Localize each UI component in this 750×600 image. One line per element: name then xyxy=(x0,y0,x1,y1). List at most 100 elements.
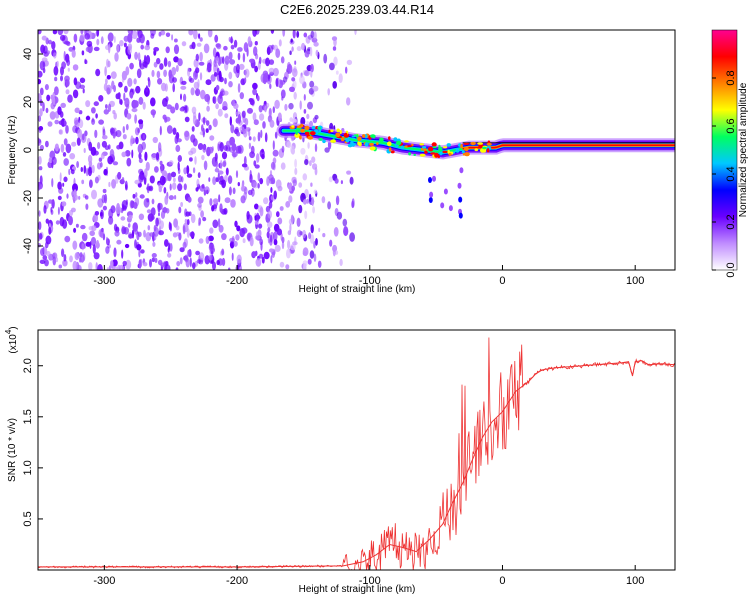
noise-speckle xyxy=(138,152,142,160)
noise-speckle xyxy=(38,30,42,35)
noise-speckle xyxy=(314,114,319,120)
signal-blob xyxy=(339,130,342,134)
noise-speckle xyxy=(293,91,297,100)
noise-speckle xyxy=(162,97,168,107)
noise-speckle xyxy=(137,52,141,62)
signal-blob xyxy=(307,135,314,140)
noise-speckle xyxy=(153,61,158,68)
noise-speckle xyxy=(98,95,104,102)
noise-speckle xyxy=(165,46,170,54)
signal-blob xyxy=(462,153,466,156)
colorbar-tick-label: 0.0 xyxy=(725,262,737,277)
noise-speckle xyxy=(72,260,78,270)
noise-speckle xyxy=(216,259,220,266)
noise-speckle xyxy=(212,198,219,204)
colorbar-tick-label: 0.4 xyxy=(725,166,737,181)
noise-speckle xyxy=(79,34,86,42)
noise-speckle xyxy=(195,67,200,74)
noise-speckle xyxy=(39,87,44,96)
signal-blob xyxy=(434,152,439,158)
noise-speckle xyxy=(236,131,241,137)
signal-blob xyxy=(413,153,417,156)
noise-speckle xyxy=(299,75,305,85)
noise-speckle xyxy=(107,103,112,113)
noise-speckle xyxy=(122,134,127,140)
noise-speckle xyxy=(93,252,100,260)
noise-speckle xyxy=(178,232,182,241)
noise-speckle xyxy=(55,220,60,225)
noise-speckle xyxy=(150,33,155,39)
noise-speckle xyxy=(296,229,302,238)
noise-speckle xyxy=(85,115,91,121)
noise-speckle xyxy=(235,170,239,179)
noise-speckle xyxy=(209,198,213,206)
noise-speckle xyxy=(195,187,199,192)
noise-speckle xyxy=(63,253,67,262)
noise-speckle xyxy=(106,267,110,270)
noise-speckle xyxy=(102,135,108,140)
noise-speckle xyxy=(298,204,303,214)
noise-speckle xyxy=(50,94,54,100)
noise-speckle xyxy=(237,83,241,93)
noise-speckle xyxy=(171,66,177,76)
noise-speckle xyxy=(308,193,312,203)
noise-speckle xyxy=(324,147,330,153)
noise-speckle xyxy=(292,118,297,124)
noise-speckle xyxy=(254,164,260,169)
noise-speckle xyxy=(38,210,41,217)
noise-speckle xyxy=(88,262,93,270)
noise-speckle xyxy=(310,182,313,187)
noise-speckle xyxy=(121,177,125,182)
noise-speckle xyxy=(68,209,74,217)
noise-speckle xyxy=(166,125,173,134)
noise-speckle xyxy=(313,31,317,41)
noise-speckle xyxy=(219,203,223,213)
noise-speckle xyxy=(138,173,144,183)
noise-speckle xyxy=(244,118,249,126)
noise-speckle xyxy=(260,129,263,139)
noise-speckle xyxy=(66,193,69,199)
noise-speckle xyxy=(106,75,111,80)
noise-speckle xyxy=(44,84,49,91)
noise-speckle xyxy=(223,90,229,96)
noise-speckle xyxy=(57,106,62,115)
bottom-y-tick-label: 0.5 xyxy=(22,511,34,526)
noise-speckle xyxy=(98,119,104,125)
noise-speckle xyxy=(339,258,343,267)
noise-speckle xyxy=(183,183,187,191)
noise-speckle xyxy=(94,129,98,139)
noise-speckle xyxy=(193,30,198,40)
noise-speckle xyxy=(91,164,95,174)
bottom-y-axis: 0.5 1.0 1.5 2.0 xyxy=(22,358,43,527)
noise-speckle xyxy=(354,30,357,35)
noise-speckle xyxy=(121,249,124,259)
signal-blob xyxy=(396,140,402,146)
noise-speckle xyxy=(221,56,225,64)
noise-speckle xyxy=(302,247,309,257)
noise-speckle xyxy=(62,152,67,157)
noise-speckle xyxy=(168,242,171,251)
noise-speckle xyxy=(89,230,95,237)
noise-speckle xyxy=(312,206,315,214)
noise-speckle xyxy=(51,178,54,188)
noise-speckle xyxy=(241,110,246,119)
noise-speckle xyxy=(241,163,248,168)
top-x-tick-label: -300 xyxy=(93,275,115,287)
noise-speckle xyxy=(63,158,69,166)
noise-speckle xyxy=(228,51,233,60)
noise-speckle xyxy=(134,179,141,185)
noise-speckle xyxy=(197,196,204,204)
signal-blob xyxy=(328,129,331,134)
noise-speckle xyxy=(161,82,167,92)
noise-speckle xyxy=(186,228,190,238)
noise-speckle xyxy=(351,200,355,209)
noise-speckle xyxy=(315,238,318,246)
noise-speckle xyxy=(267,227,271,233)
noise-speckle xyxy=(294,60,297,65)
noise-speckle xyxy=(127,30,133,35)
snr-frame xyxy=(37,329,676,571)
noise-speckle xyxy=(129,200,134,209)
signal-blob xyxy=(486,142,492,146)
noise-speckle xyxy=(342,218,348,227)
noise-speckle xyxy=(247,189,253,196)
